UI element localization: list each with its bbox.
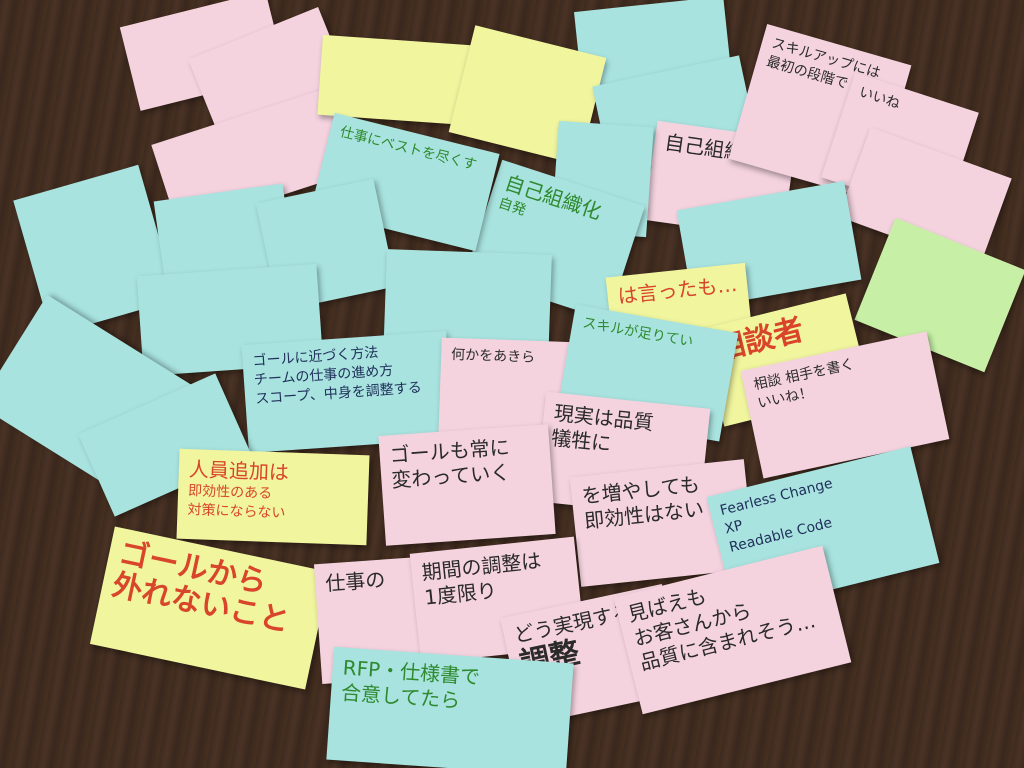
note-line (25, 175, 131, 205)
sticky-note-32: ゴールも常に 変わっていく (378, 424, 556, 546)
sticky-note-31: 人員追加は 即効性のある 対策にならない (176, 448, 370, 546)
note-line: は言ったも… (616, 271, 739, 309)
note-line (568, 129, 643, 134)
note-line (147, 273, 307, 284)
note-line (0, 308, 49, 401)
note-line (397, 257, 542, 262)
sticky-note-40: RFP・仕様書で 合意してたら (326, 646, 574, 768)
note-line (131, 1, 257, 32)
sticky-note-5 (317, 34, 473, 126)
note-line (332, 44, 462, 53)
note-line: 何かをあきら (450, 346, 536, 366)
note-line (585, 5, 714, 19)
sticky-note-35: ゴールから 外れないこと (89, 526, 331, 690)
